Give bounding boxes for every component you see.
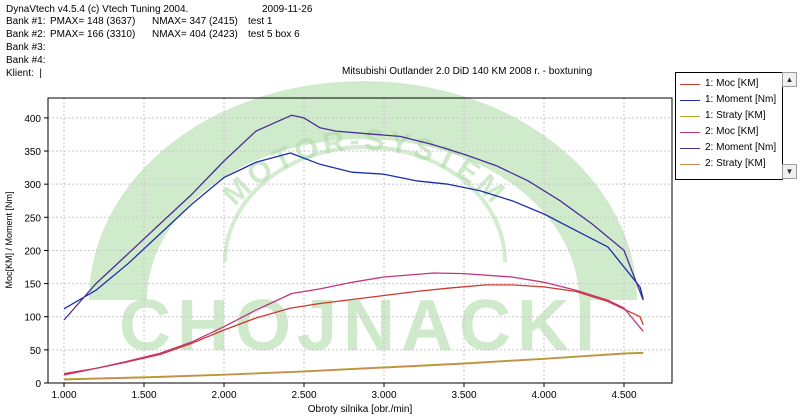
bank1-nmax: NMAX= 347 (2415) xyxy=(152,16,238,27)
legend-label: 1: Moc [KM] xyxy=(705,78,759,89)
series-line-4 xyxy=(63,272,644,376)
test-date: 2009-11-26 xyxy=(262,4,313,15)
y-tick-label: 100 xyxy=(24,313,41,324)
chart-title: Mitsubishi Outlander 2.0 DiD 140 KM 2008… xyxy=(342,66,593,77)
legend-scroll-down-button[interactable]: ▼ xyxy=(782,164,797,179)
x-tick-label: 3.500 xyxy=(451,390,476,401)
bank2-pmax: PMAX= 166 (3310) xyxy=(50,29,136,40)
bank2-name: test 5 box 6 xyxy=(248,29,300,40)
y-tick-label: 50 xyxy=(30,346,42,357)
x-axis-label: Obroty silnika [obr./min] xyxy=(308,404,413,415)
legend-swatch xyxy=(680,148,700,149)
plot-area-frame xyxy=(47,97,673,384)
legend-swatch xyxy=(680,84,700,85)
bank1-name: test 1 xyxy=(248,16,273,27)
axes: 1.000 1.500 2.000 2.500 3.000 3.500 4.000 4.500… xyxy=(24,114,637,401)
y-tick-label: 250 xyxy=(24,213,41,224)
legend-label: 2: Moment [Nm] xyxy=(705,142,777,153)
bank4-label: Bank #4: xyxy=(6,55,46,66)
y-tick-label: 400 xyxy=(24,114,41,125)
y-tick-label: 150 xyxy=(24,280,41,291)
client-label: Klient: | xyxy=(6,68,42,79)
bank1-label: Bank #1: xyxy=(6,16,46,27)
legend-label: 1: Moment [Nm] xyxy=(705,94,777,105)
legend-scroll-up-button[interactable]: ▲ xyxy=(782,72,797,87)
bank3-label: Bank #3: xyxy=(6,42,46,53)
y-tick-label: 0 xyxy=(35,379,41,390)
series-line-5 xyxy=(63,114,644,321)
chart-grid xyxy=(48,98,672,383)
x-tick-label: 1.000 xyxy=(51,390,76,401)
y-axis-label: Moc[KM] / Moment [Nm] xyxy=(4,191,14,288)
x-tick-label: 4.500 xyxy=(611,390,636,401)
x-tick-label: 3.000 xyxy=(371,390,396,401)
bank1-pmax: PMAX= 148 (3637) xyxy=(50,16,136,27)
legend-label: 1: Straty [KM] xyxy=(705,110,766,121)
legend: 1: Moc [KM] 1: Moment [Nm] 1: Straty [KM] 2… xyxy=(675,72,783,180)
y-tick-label: 350 xyxy=(24,147,41,158)
software-info: DynaVtech v4.5.4 (c) Vtech Tuning 2004. xyxy=(6,4,189,15)
legend-swatch xyxy=(680,132,700,133)
series-line-1 xyxy=(63,284,644,375)
x-tick-label: 4.000 xyxy=(531,390,556,401)
x-tick-label: 1.500 xyxy=(131,390,156,401)
watermark-arc xyxy=(89,81,637,301)
watermark-inner-arc xyxy=(223,145,507,263)
series-line-6 xyxy=(63,352,644,381)
series-line-2 xyxy=(63,152,644,310)
legend-label: 2: Straty [KM] xyxy=(705,158,766,169)
legend-swatch xyxy=(680,100,700,101)
x-tick-label: 2.000 xyxy=(211,390,236,401)
bank2-nmax: NMAX= 404 (2423) xyxy=(152,29,238,40)
legend-swatch xyxy=(680,116,700,117)
bank2-label: Bank #2: xyxy=(6,29,46,40)
y-tick-label: 300 xyxy=(24,180,41,191)
y-tick-label: 200 xyxy=(24,246,41,257)
legend-swatch xyxy=(680,164,700,165)
legend-label: 2: Moc [KM] xyxy=(705,126,759,137)
series-lines xyxy=(63,114,644,381)
x-tick-label: 2.500 xyxy=(291,390,316,401)
